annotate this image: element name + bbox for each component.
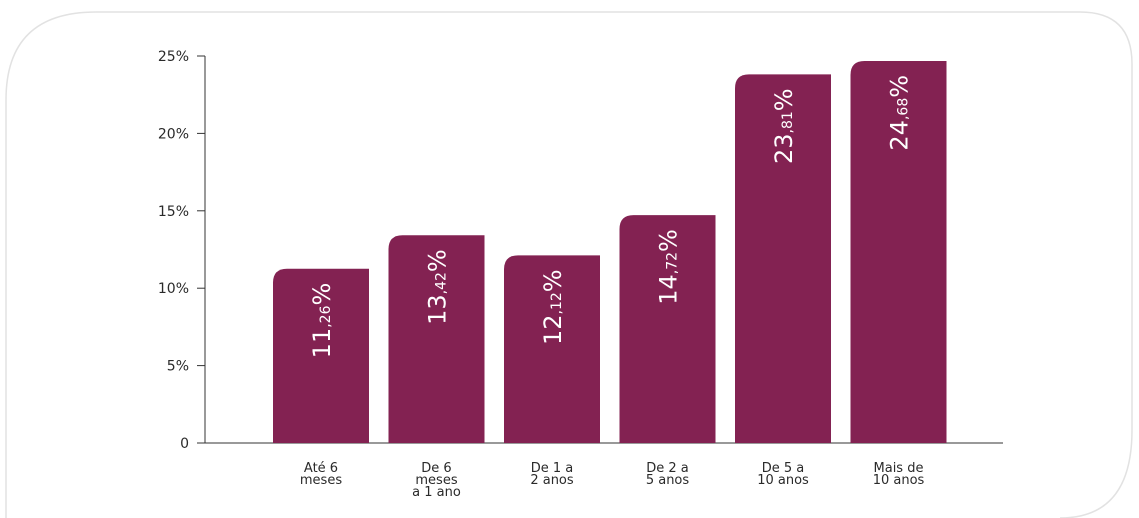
value-integer: 23 — [770, 133, 798, 164]
y-tick-label: 25% — [158, 49, 189, 65]
x-category-line: 5 anos — [646, 473, 690, 488]
x-category-line: 2 anos — [530, 473, 574, 488]
value-integer: 11 — [308, 328, 336, 359]
y-tick-label: 15% — [158, 204, 189, 220]
bar — [619, 215, 716, 443]
value-decimal: ,81 — [780, 111, 796, 133]
card-border — [5, 11, 1133, 518]
bar-value-label: 13,42% — [424, 249, 452, 325]
bar-value-label: 12,12% — [539, 269, 567, 345]
value-decimal: ,68 — [896, 98, 912, 120]
value-integer: 14 — [655, 274, 683, 305]
bar-value-label: 11,26% — [308, 283, 336, 359]
value-decimal: ,72 — [665, 252, 681, 274]
value-decimal: ,12 — [549, 292, 565, 314]
x-category-line: De 2 a — [646, 461, 689, 476]
x-category-line: De 5 a — [762, 461, 805, 476]
x-category-line: 10 anos — [757, 473, 809, 488]
y-tick-label: 20% — [158, 126, 189, 142]
bar-value-label: 14,72% — [655, 229, 683, 305]
value-unit: % — [308, 283, 336, 306]
x-category-line: De 6 — [421, 461, 451, 476]
x-category-line: a 1 ano — [412, 485, 461, 500]
value-integer: 12 — [539, 314, 567, 345]
x-category-line: meses — [415, 473, 457, 488]
y-tick-label: 10% — [158, 281, 189, 297]
value-unit: % — [655, 229, 683, 252]
bar-value-label: 23,81% — [770, 88, 798, 164]
value-unit: % — [886, 75, 914, 98]
value-unit: % — [424, 249, 452, 272]
bar-value-label: 24,68% — [886, 75, 914, 151]
x-category-line: meses — [300, 473, 342, 488]
x-category-label: De 6 meses a 1 ano — [412, 461, 461, 500]
x-category-line: Até 6 — [304, 461, 338, 476]
value-integer: 13 — [424, 294, 452, 325]
value-unit: % — [770, 88, 798, 111]
x-category-label: De 5 a 10 anos — [757, 461, 809, 488]
value-decimal: ,42 — [434, 272, 450, 294]
y-tick-label: 5% — [167, 359, 189, 375]
y-axis-ticks: 0 5% 10% 15% 20% 25% — [158, 49, 205, 452]
x-category-line: De 1 a — [531, 461, 574, 476]
bar — [504, 255, 600, 443]
bar — [735, 74, 831, 443]
x-category-label: Mais de 10 anos — [873, 461, 925, 488]
x-category-line: Mais de — [874, 461, 924, 476]
x-category-label: Até 6 meses — [300, 461, 342, 488]
bar — [273, 268, 369, 443]
chart-bars: 11,26%13,42%12,12% 14,72%23,81%24,68% — [273, 60, 947, 443]
value-unit: % — [539, 269, 567, 292]
value-decimal: ,26 — [318, 305, 334, 327]
value-integer: 24 — [886, 120, 914, 151]
y-tick-label: 0 — [180, 436, 189, 452]
bar — [850, 60, 947, 443]
bar — [388, 235, 485, 443]
x-category-line: 10 anos — [873, 473, 925, 488]
